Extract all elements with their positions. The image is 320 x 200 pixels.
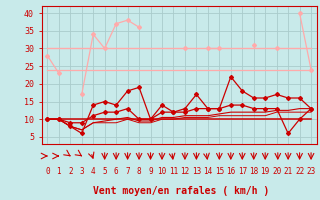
- Text: 5: 5: [102, 167, 107, 176]
- Text: 14: 14: [203, 167, 212, 176]
- Text: 12: 12: [180, 167, 189, 176]
- Text: 0: 0: [45, 167, 50, 176]
- Text: 10: 10: [157, 167, 167, 176]
- Text: 22: 22: [295, 167, 304, 176]
- Text: 16: 16: [226, 167, 236, 176]
- Text: 4: 4: [91, 167, 95, 176]
- Text: 21: 21: [284, 167, 293, 176]
- Text: 13: 13: [192, 167, 201, 176]
- Text: 19: 19: [260, 167, 270, 176]
- Text: 17: 17: [238, 167, 247, 176]
- Text: Vent moyen/en rafales ( km/h ): Vent moyen/en rafales ( km/h ): [93, 186, 269, 196]
- Text: 6: 6: [114, 167, 118, 176]
- Text: 8: 8: [137, 167, 141, 176]
- Text: 7: 7: [125, 167, 130, 176]
- Text: 18: 18: [249, 167, 258, 176]
- Text: 11: 11: [169, 167, 178, 176]
- Text: 3: 3: [79, 167, 84, 176]
- Text: 2: 2: [68, 167, 73, 176]
- Text: 1: 1: [57, 167, 61, 176]
- Text: 15: 15: [215, 167, 224, 176]
- Text: 9: 9: [148, 167, 153, 176]
- Text: 23: 23: [307, 167, 316, 176]
- Text: 20: 20: [272, 167, 281, 176]
